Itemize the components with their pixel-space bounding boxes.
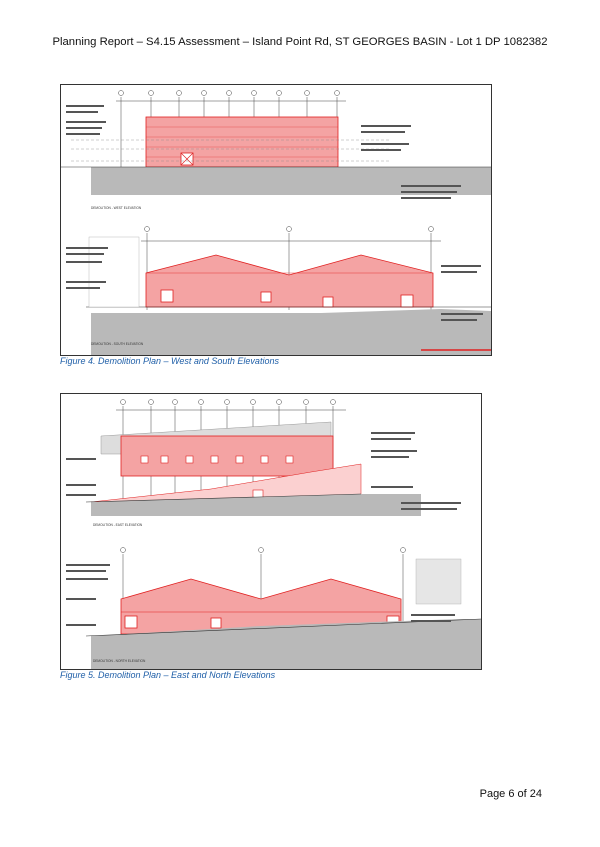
east-elevation-label: DEMOLITION - EAST ELEVATION [93, 523, 143, 527]
figure-5-caption: Figure 5. Demolition Plan – East and Nor… [60, 670, 276, 680]
page-header: Planning Report – S4.15 Assessment – Isl… [52, 36, 548, 48]
south-elevation-label: DEMOLITION - SOUTH ELEVATION [91, 342, 144, 346]
east-elevation: DEMOLITION - EAST ELEVATION [66, 399, 461, 527]
drawing-east-north: DEMOLITION - EAST ELEVATION [66, 399, 481, 669]
west-elevation-label: DEMOLITION - WEST ELEVATION [91, 206, 142, 210]
page-number: Page 6 of 24 [479, 788, 542, 800]
north-elevation-label: DEMOLITION - NORTH ELEVATION [93, 659, 146, 663]
drawing-west-south: DEMOLITION - WEST ELEVATION [61, 90, 491, 355]
figure-east-north-elevations: DEMOLITION - EAST ELEVATION [60, 393, 482, 670]
figure-4-caption: Figure 4. Demolition Plan – West and Sou… [60, 356, 279, 366]
figure-west-south-elevations: DEMOLITION - WEST ELEVATION [60, 84, 492, 356]
west-elevation: DEMOLITION - WEST ELEVATION [61, 90, 491, 210]
north-elevation: DEMOLITION - NORTH ELEVATION [66, 547, 481, 669]
south-elevation: DEMOLITION - SOUTH ELEVATION [66, 226, 491, 355]
